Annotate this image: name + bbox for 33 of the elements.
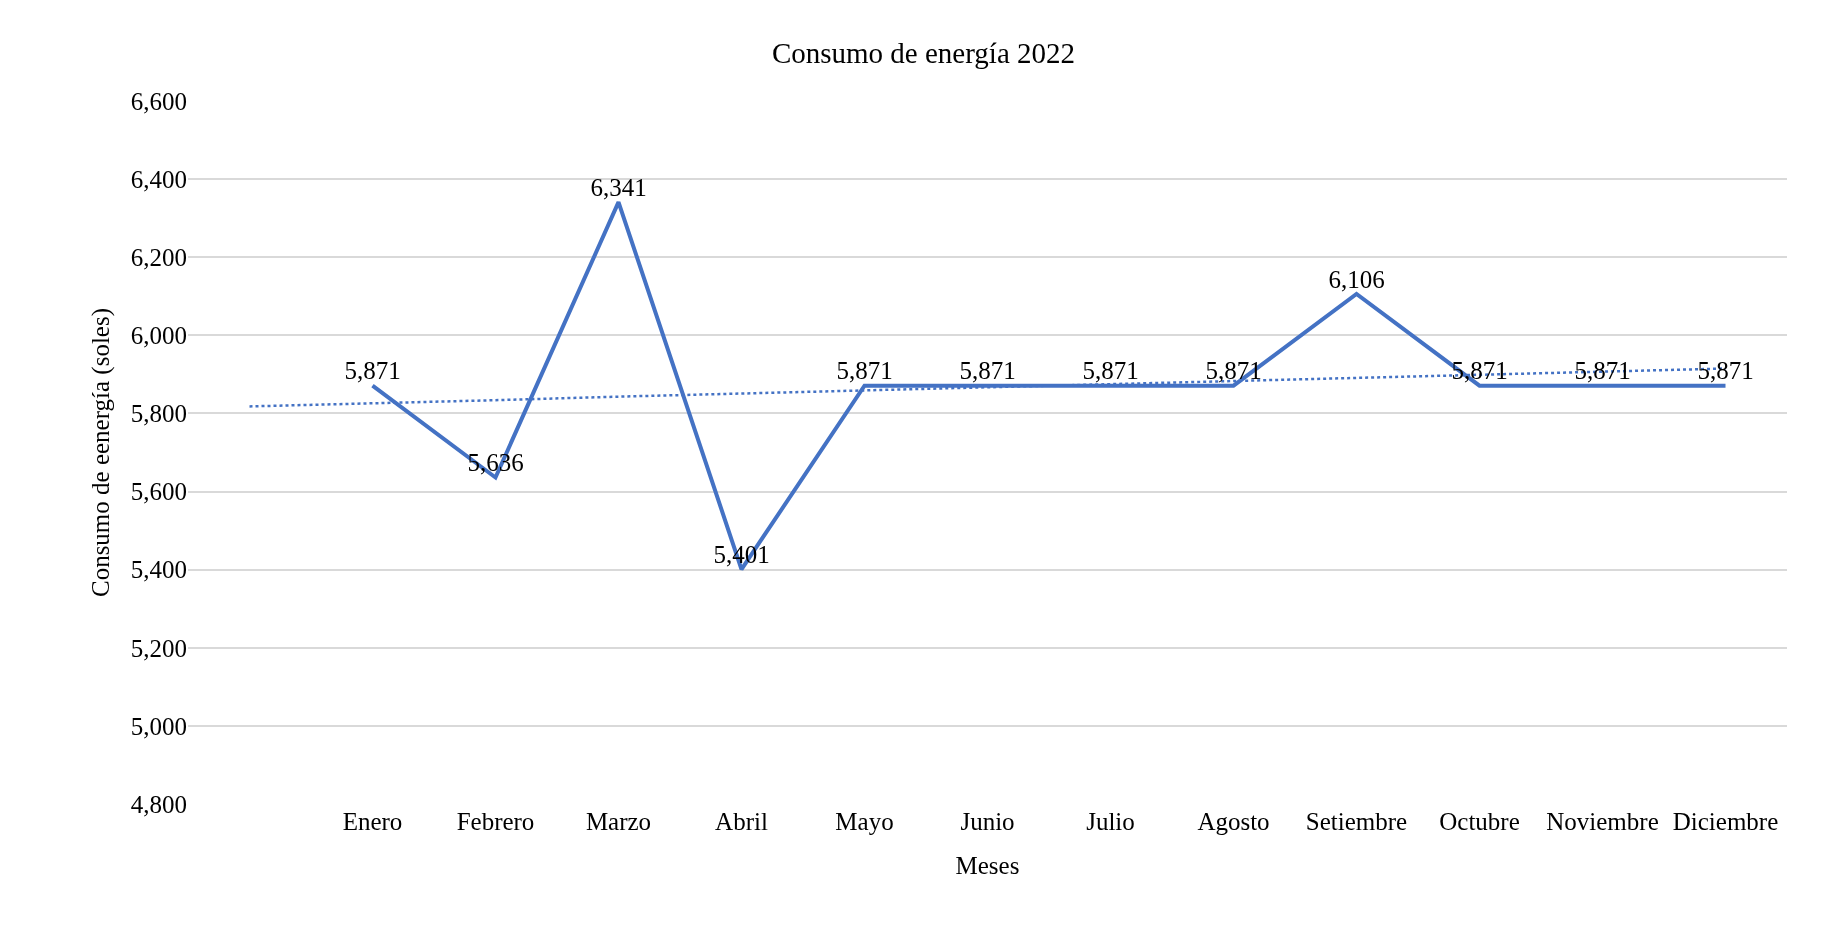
data-label: 6,341 bbox=[590, 173, 647, 201]
data-label: 5,871 bbox=[959, 357, 1016, 385]
x-tick-label: Octubre bbox=[1439, 808, 1520, 835]
x-tick-label: Noviembre bbox=[1546, 808, 1659, 835]
y-tick-label: 5,800 bbox=[130, 400, 187, 428]
x-tick-label: Enero bbox=[342, 808, 403, 835]
y-tick-label: 5,000 bbox=[130, 712, 187, 740]
y-tick-label: 6,400 bbox=[130, 165, 187, 193]
data-label: 6,106 bbox=[1328, 265, 1385, 293]
y-tick-label: 4,800 bbox=[130, 790, 187, 818]
data-label: 5,871 bbox=[344, 357, 401, 385]
data-label: 5,871 bbox=[1697, 357, 1754, 385]
x-tick-label: Marzo bbox=[585, 808, 652, 835]
x-tick-label: Febrero bbox=[456, 808, 535, 835]
x-tick-label: Julio bbox=[1086, 808, 1135, 835]
y-tick-label: 5,600 bbox=[130, 478, 187, 506]
y-tick-label: 5,400 bbox=[130, 556, 187, 584]
x-axis-title: Meses bbox=[955, 852, 1020, 879]
x-tick-label: Setiembre bbox=[1305, 808, 1408, 835]
y-axis-title: Consumo de eenergía (soles) bbox=[86, 307, 115, 598]
x-tick-label: Abril bbox=[715, 808, 768, 835]
y-tick-label: 6,600 bbox=[130, 87, 187, 115]
y-tick-label: 5,200 bbox=[130, 634, 187, 662]
data-label: 5,871 bbox=[1574, 357, 1631, 385]
y-tick-label: 6,000 bbox=[130, 322, 187, 350]
data-label: 5,871 bbox=[1082, 357, 1139, 385]
data-label: 5,871 bbox=[836, 357, 893, 385]
chart-title: Consumo de energía 2022 bbox=[771, 36, 1076, 69]
x-tick-label: Agosto bbox=[1197, 808, 1270, 835]
y-tick-label: 6,200 bbox=[130, 243, 187, 271]
x-tick-label: Junio bbox=[960, 808, 1015, 835]
x-tick-label: Mayo bbox=[835, 808, 894, 835]
x-tick-label: Diciembre bbox=[1672, 808, 1779, 835]
